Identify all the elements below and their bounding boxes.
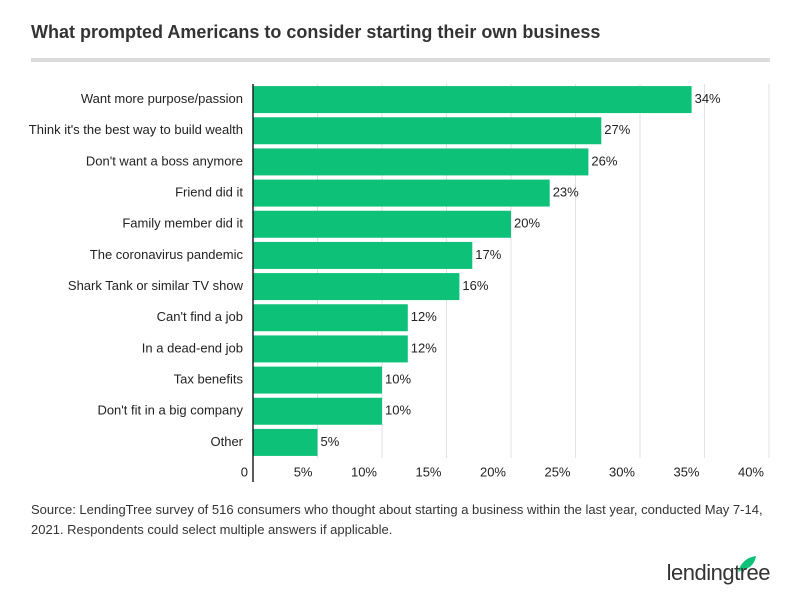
value-label: 20% <box>514 216 540 231</box>
value-label: 23% <box>553 185 579 200</box>
brand-leaf <box>738 556 756 572</box>
y-tick-label: Don't want a boss anymore <box>86 153 243 168</box>
x-tick-label: 10% <box>351 464 377 479</box>
bar <box>253 241 473 269</box>
y-tick-label: Want more purpose/passion <box>81 91 243 106</box>
bar <box>253 273 460 301</box>
y-tick-label: Think it's the best way to build wealth <box>29 122 243 137</box>
bar <box>253 366 382 394</box>
value-label: 27% <box>604 122 630 137</box>
y-tick-label: Don't fit in a big company <box>97 403 243 418</box>
y-tick-label: Family member did it <box>122 216 243 231</box>
y-tick-label: Other <box>210 434 243 449</box>
x-tick-label: 15% <box>415 464 441 479</box>
x-tick-label: 20% <box>480 464 506 479</box>
value-label: 34% <box>695 91 721 106</box>
x-tick-label: 25% <box>544 464 570 479</box>
bar <box>253 428 318 456</box>
chart-title: What prompted Americans to consider star… <box>31 22 600 42</box>
value-label: 12% <box>411 340 437 355</box>
x-tick-label: 30% <box>609 464 635 479</box>
y-tick-label: Friend did it <box>175 185 243 200</box>
brand-logo: lendingtree <box>666 560 771 585</box>
x-tick-label: 0 <box>241 464 248 479</box>
value-label: 5% <box>321 434 340 449</box>
bar <box>253 210 511 238</box>
bar <box>253 148 589 176</box>
value-label: 26% <box>591 153 617 168</box>
value-label: 17% <box>475 247 501 262</box>
bar <box>253 304 408 332</box>
bar <box>253 86 692 114</box>
source-note: Source: LendingTree survey of 516 consum… <box>31 502 763 537</box>
y-tick-label: Can't find a job <box>157 309 243 324</box>
bar <box>253 117 602 145</box>
x-tick-label: 40% <box>738 464 764 479</box>
bar <box>253 397 382 425</box>
x-tick-label: 35% <box>673 464 699 479</box>
y-tick-label: Tax benefits <box>174 372 244 387</box>
value-label: 16% <box>462 278 488 293</box>
y-tick-label: The coronavirus pandemic <box>90 247 244 262</box>
value-label: 10% <box>385 372 411 387</box>
x-tick-label: 5% <box>294 464 313 479</box>
y-tick-label: In a dead-end job <box>142 340 243 355</box>
bar <box>253 179 550 207</box>
y-tick-label: Shark Tank or similar TV show <box>68 278 244 293</box>
value-label: 12% <box>411 309 437 324</box>
bar <box>253 335 408 363</box>
value-label: 10% <box>385 403 411 418</box>
title-rule <box>31 58 770 62</box>
